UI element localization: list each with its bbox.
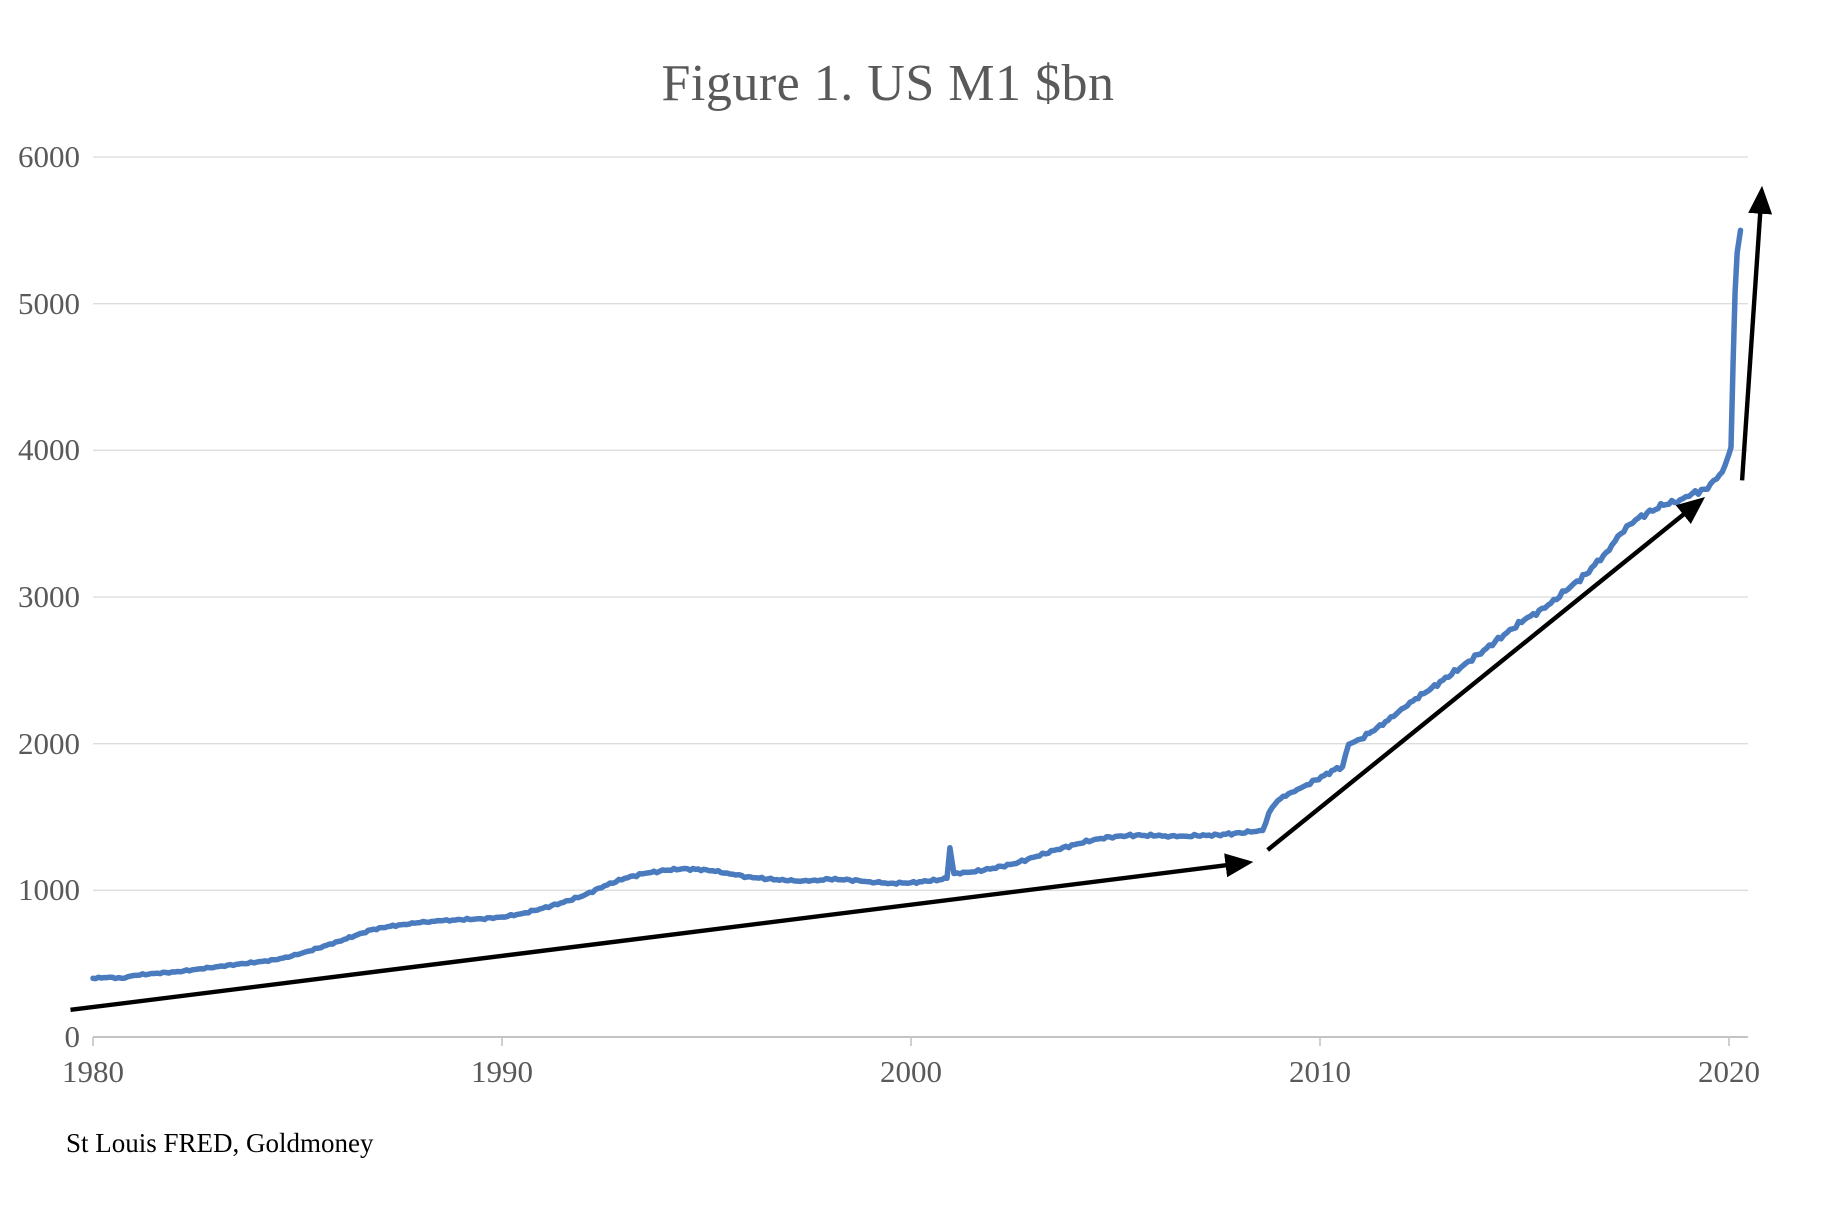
x-tick-label-2020: 2020 bbox=[1698, 1054, 1760, 1089]
x-tick-label-2000: 2000 bbox=[880, 1054, 942, 1089]
y-tick-label-3000: 3000 bbox=[18, 579, 80, 614]
x-tick-label-1980: 1980 bbox=[62, 1054, 124, 1089]
trend-arrow-2008-2019 bbox=[1266, 497, 1706, 852]
y-tick-label-4000: 4000 bbox=[18, 432, 80, 468]
y-tick-label-5000: 5000 bbox=[18, 285, 80, 321]
x-tick-label-2010: 2010 bbox=[1289, 1054, 1351, 1089]
y-tick-label-1000: 1000 bbox=[18, 872, 80, 908]
source-note: St Louis FRED, Goldmoney bbox=[66, 1128, 374, 1158]
y-tick-label-0: 0 bbox=[64, 1019, 81, 1054]
m1-series-line bbox=[90, 227, 1744, 982]
trend-arrow-1980-2008 bbox=[70, 853, 1254, 1013]
trend-arrow-2020-spike bbox=[1739, 185, 1773, 481]
y-tick-label-2000: 2000 bbox=[18, 725, 80, 761]
x-tick-label-1990: 1990 bbox=[471, 1054, 533, 1089]
chart-title: Figure 1. US M1 $bn bbox=[661, 55, 1115, 112]
y-tick-label-6000: 6000 bbox=[18, 139, 80, 174]
